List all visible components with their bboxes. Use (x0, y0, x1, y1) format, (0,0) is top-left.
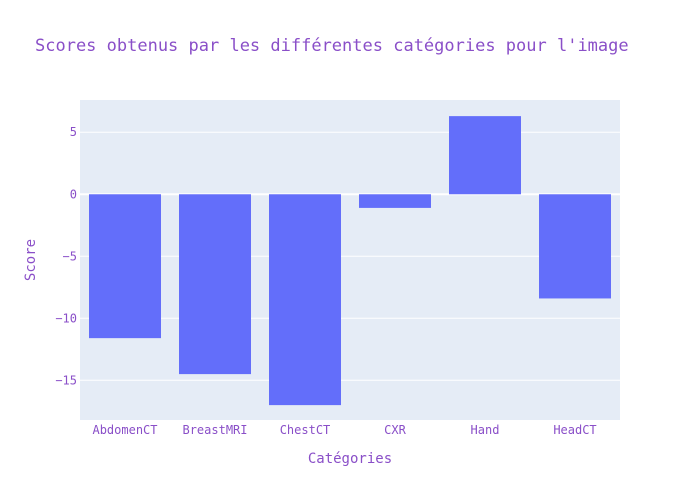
bars (89, 116, 611, 406)
chart-title: Scores obtenus par les différentes catég… (35, 36, 629, 56)
y-axis-title: Score (23, 239, 39, 281)
plot-area (80, 100, 620, 420)
y-tick-label: 5 (70, 125, 77, 139)
grid-lines (80, 131, 620, 381)
x-tick-label: BreastMRI (182, 423, 247, 437)
bar-headct[interactable] (539, 194, 611, 299)
x-tick-label: HeadCT (553, 423, 596, 437)
y-tick-label: −5 (63, 249, 77, 263)
x-axis-title: Catégories (308, 451, 392, 467)
x-tick-label: CXR (384, 423, 406, 437)
bar-hand[interactable] (449, 116, 521, 195)
bar-cxr[interactable] (359, 194, 431, 208)
x-tick-label: ChestCT (280, 423, 331, 437)
y-tick-label: 0 (70, 187, 77, 201)
y-tick-label: −15 (55, 373, 77, 387)
bar-abdomenct[interactable] (89, 194, 161, 339)
y-tick-label: −10 (55, 311, 77, 325)
x-tick-label: AbdomenCT (92, 423, 157, 437)
bar-chestct[interactable] (269, 194, 341, 406)
x-tick-label: Hand (471, 423, 500, 437)
x-axis-ticks: AbdomenCT BreastMRI ChestCT CXR Hand HeadCT (92, 423, 596, 437)
bar-breastmri[interactable] (179, 194, 251, 375)
y-axis-ticks: −15 −10 −5 0 5 (55, 125, 77, 387)
